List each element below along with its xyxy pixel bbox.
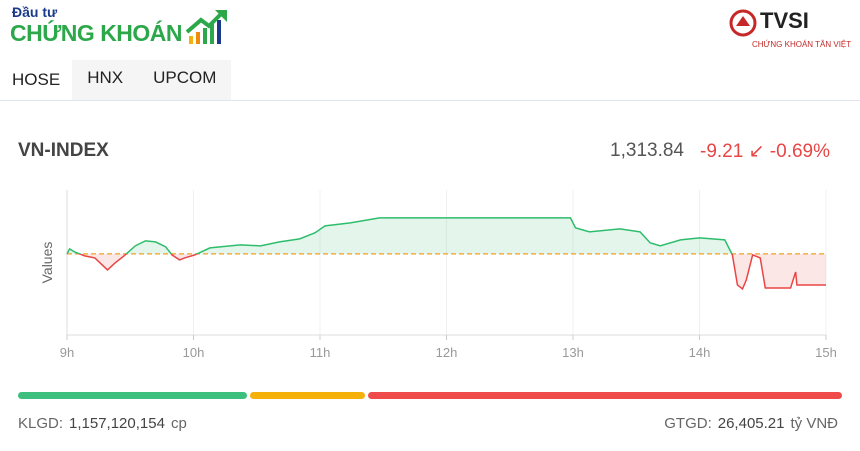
x-tick-label: 9h: [60, 345, 74, 360]
logo-text: CHỨNG KHOÁN: [10, 20, 183, 46]
line: [66, 217, 826, 291]
market-breadth: [18, 392, 842, 399]
unit: cp: [170, 415, 187, 432]
breadth-segment: [250, 392, 365, 399]
tab[interactable]: HOSE: [0, 60, 73, 100]
chart: 9h 10h 11h 12h 13h 14h 15h Values: [39, 190, 837, 360]
value: 1,157,120,154: [69, 415, 165, 432]
index-quote: 1,313.84 -9.21 ↙ -0.69%: [610, 140, 830, 163]
x-tick-label: 11h: [310, 345, 331, 360]
breadth-segment: [18, 392, 248, 399]
tab[interactable]: UPCOM: [138, 60, 232, 100]
y-axis-label: Values: [39, 242, 55, 284]
change-pct: -0.69%: [769, 141, 830, 162]
index-value: 1,313.84: [610, 140, 684, 161]
index-name: VN-INDEX: [18, 140, 109, 161]
volume-stat: KLGD: 1,157,120,154 cp: [18, 415, 187, 432]
index-change: -9.21 ↙ -0.69%: [700, 141, 830, 162]
label: GTGD:: [664, 415, 712, 432]
x-tick-label: 13h: [562, 345, 584, 360]
breadth-segment: [367, 392, 842, 399]
x-tick-label: 14h: [689, 345, 711, 360]
brand-icon: [729, 9, 757, 37]
brand-subtext: CHỨNG KHOÁN TÂN VIỆT: [752, 40, 852, 49]
brand-text: TVSI: [760, 8, 809, 33]
change: -9.21: [700, 141, 744, 162]
value-stat: GTGD: 26,405.21 tỷ VNĐ: [664, 415, 838, 432]
tab[interactable]: HNX: [72, 60, 139, 100]
tab-bar: HOSE HNX UPCOM: [0, 60, 232, 100]
label: KLGD:: [18, 415, 64, 432]
x-tick-label: 10h: [183, 345, 205, 360]
x-tick-label: 12h: [436, 345, 458, 360]
x-tick-label: 15h: [815, 345, 837, 360]
unit: tỷ VNĐ: [790, 415, 838, 432]
value: 26,405.21: [717, 415, 785, 432]
logo-icon: [185, 10, 227, 44]
divider: [0, 100, 860, 101]
logo-small-text: Đầu tư: [12, 4, 58, 20]
